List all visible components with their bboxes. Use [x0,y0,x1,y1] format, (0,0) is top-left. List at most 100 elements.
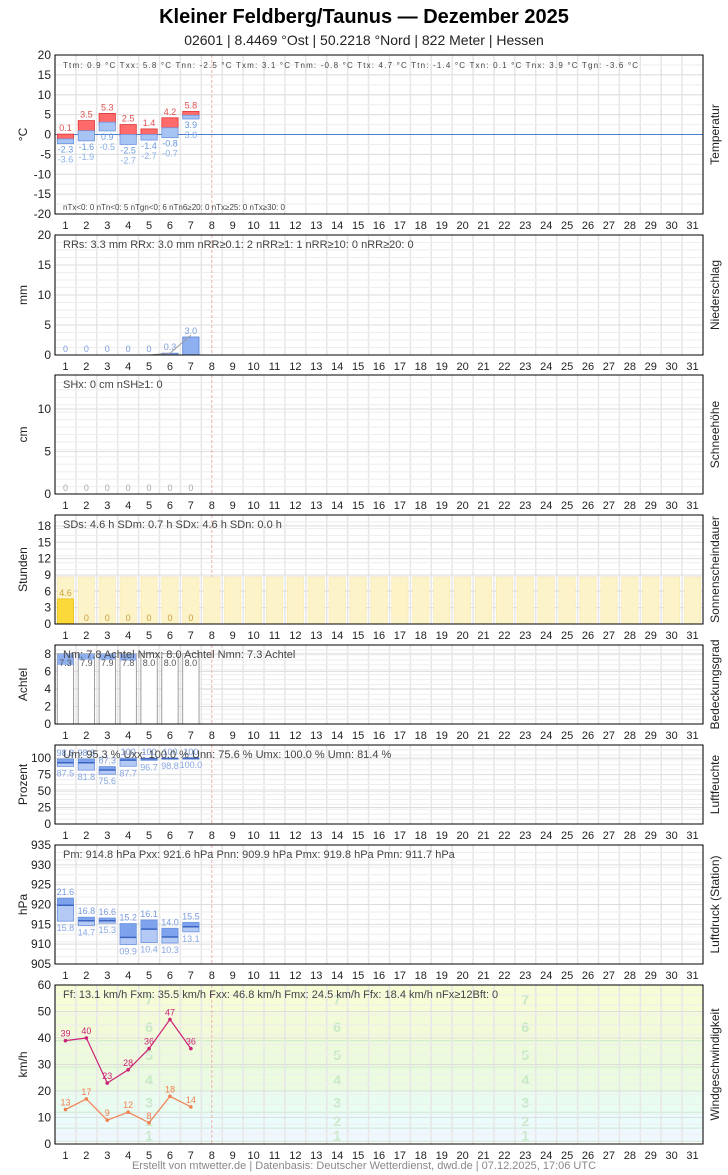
y-tick-label: 40 [38,1031,52,1045]
x-tick-label: 14 [331,970,343,982]
range-upper [140,919,158,930]
x-tick-label: 28 [624,500,636,512]
x-tick-label: 6 [167,730,173,742]
y-tick-label: 9 [44,568,51,582]
value-label: 0 [147,613,152,623]
x-tick-label: 14 [331,630,343,642]
x-tick-label: 11 [269,630,280,642]
x-tick-label: 18 [415,630,427,642]
x-tick-label: 30 [666,730,678,742]
max-label: 15.2 [119,913,137,923]
x-tick-label: 24 [540,361,552,373]
value-label: 0.3 [164,342,177,352]
x-tick-label: 13 [310,220,322,232]
range-lower [119,759,137,767]
y-tick-label: 30 [38,1058,52,1072]
possible-sun-bar [349,576,367,625]
tmax-label: 2.5 [122,114,135,124]
y-tick-label: 5 [44,445,51,459]
stats-summary: Pm: 914.8 hPa Pxx: 921.6 hPa Pnn: 909.9 … [63,849,456,861]
range-lower [119,937,137,945]
x-tick-label: 10 [247,630,259,642]
x-tick-label: 3 [104,970,110,982]
x-tick-label: 23 [519,970,531,982]
beaufort-band [55,1128,703,1142]
x-tick-label: 26 [582,630,594,642]
x-tick-label: 27 [603,630,615,642]
x-tick-label: 20 [456,1150,468,1162]
x-tick-label: 2 [83,361,89,373]
wind-point [84,1097,89,1101]
x-tick-label: 1 [62,1150,68,1162]
value-label: 0 [167,613,172,623]
x-tick-label: 6 [167,630,173,642]
x-tick-label: 24 [540,970,552,982]
y-tick-label: 0 [44,717,51,731]
y-tick-label: 0 [44,1137,51,1151]
range-upper [119,923,137,938]
x-tick-label: 18 [415,730,427,742]
y-tick-label: 0 [44,348,51,362]
value-label: 7.9 [101,658,114,668]
x-tick-label: 25 [561,830,573,842]
x-tick-label: 19 [436,630,448,642]
x-tick-label: 29 [645,730,657,742]
x-tick-label: 17 [394,220,406,232]
x-tick-label: 1 [62,500,68,512]
possible-sun-bar [495,576,513,625]
x-tick-label: 23 [519,830,531,842]
tground-label: -0.5 [100,142,116,152]
x-tick-label: 10 [247,220,259,232]
x-tick-label: 23 [519,500,531,512]
x-tick-label: 5 [146,361,152,373]
x-tick-label: 2 [83,830,89,842]
wind-point [63,1038,68,1043]
x-tick-label: 1 [62,970,68,982]
x-tick-label: 13 [310,361,322,373]
range-upper [161,927,179,938]
x-tick-label: 4 [125,361,131,373]
y-tick-label: 50 [38,1005,52,1019]
x-tick-label: 3 [104,630,110,642]
wind-point [105,1081,110,1085]
y-tick-label: 930 [31,858,51,872]
x-tick-label: 11 [269,830,280,842]
max-label: 16.6 [98,907,116,917]
beaufort-label: 4 [521,1072,529,1088]
x-tick-label: 31 [686,730,698,742]
possible-sun-bar [516,576,534,625]
wind-label: 18 [165,1084,175,1094]
x-tick-label: 22 [498,970,510,982]
x-tick-label: 22 [498,730,510,742]
x-tick-label: 3 [104,500,110,512]
min-label: 100.0 [180,760,203,770]
x-tick-label: 3 [104,1150,110,1162]
x-tick-label: 17 [394,1150,406,1162]
possible-sun-bar [412,576,430,625]
wind-point [147,1046,151,1051]
beaufort-label: 3 [145,1095,153,1111]
range-lower [77,762,95,771]
x-tick-label: 12 [289,220,301,232]
x-tick-label: 24 [540,630,552,642]
x-tick-label: 14 [331,1150,343,1162]
value-label: 7.8 [122,658,135,668]
max-label: 15.5 [182,911,200,921]
x-tick-label: 11 [269,970,280,982]
x-tick-label: 17 [394,500,406,512]
x-tick-label: 19 [436,970,448,982]
wind-point [147,1121,151,1125]
x-tick-label: 16 [373,361,385,373]
beaufort-band [55,1067,703,1091]
chart-title: Luftfeuchte [708,754,722,814]
x-tick-label: 11 [269,361,280,373]
x-tick-label: 29 [645,630,657,642]
stats-summary: Ff: 13.1 km/h Fxm: 35.5 km/h Fxx: 46.8 k… [63,989,498,1001]
x-tick-label: 10 [247,500,259,512]
stats-summary: Nm: 7.8 Achtel Nmx: 8.0 Achtel Nmn: 7.3 … [63,649,295,661]
x-tick-label: 7 [188,220,194,232]
x-tick-label: 1 [62,220,68,232]
value-label: 0 [188,613,193,623]
tmin-label: -1.4 [141,141,157,151]
